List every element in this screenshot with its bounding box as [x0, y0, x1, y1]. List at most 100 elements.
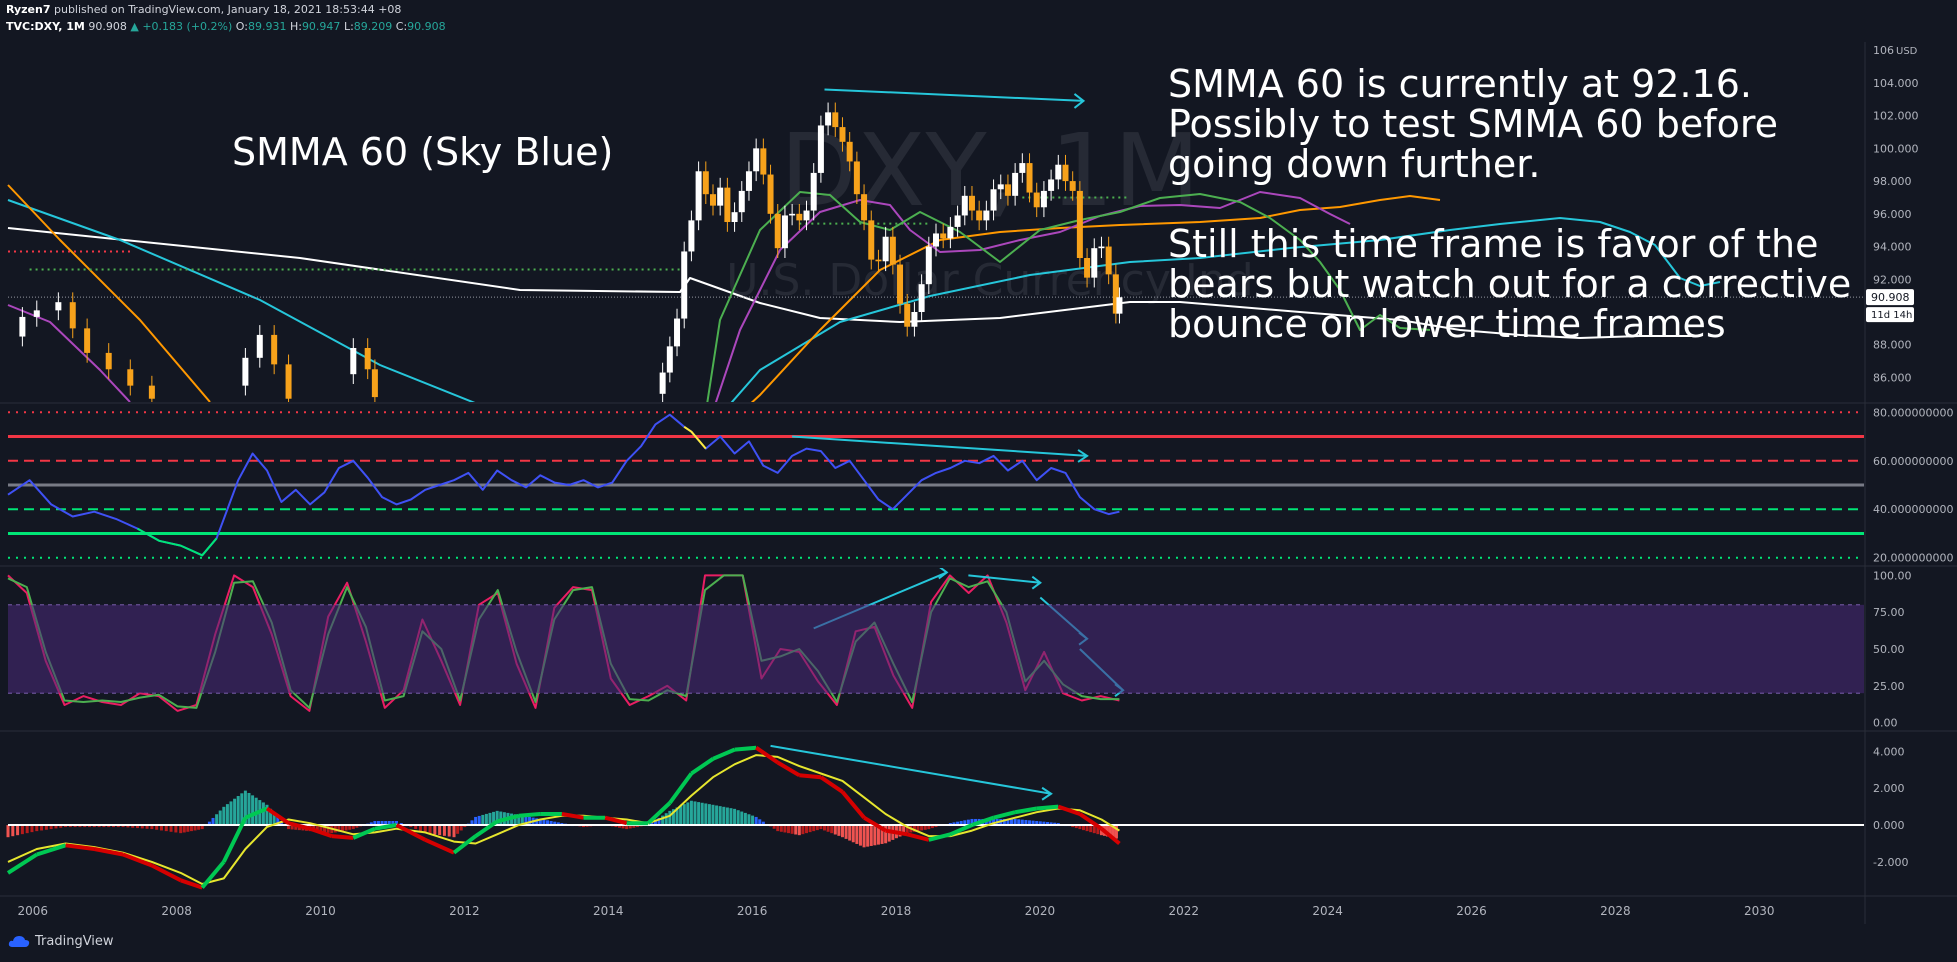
cloud-icon [8, 936, 30, 947]
stoch-trendline [968, 574, 1041, 584]
macd-histogram-bar [83, 825, 87, 828]
stoch-tick-label: 100.00 [1873, 569, 1912, 582]
macd-histogram-bar [131, 825, 135, 828]
macd-line-segment [993, 810, 1016, 820]
publish-info: Ryzen7 published on TradingView.com, Jan… [6, 3, 401, 16]
macd-histogram-bar [1105, 825, 1109, 837]
macd-histogram-bar [197, 825, 201, 830]
macd-histogram-bar [992, 818, 996, 826]
macd-histogram-bar [902, 825, 906, 835]
macd-histogram-bar [240, 793, 244, 826]
open-label: O: [235, 20, 248, 33]
macd-histogram-bar [236, 796, 240, 826]
macd-histogram-bar [963, 820, 967, 826]
change-value: +0.183 (+0.2%) [142, 20, 233, 33]
macd-histogram-bar [887, 825, 891, 842]
macd-histogram-bar [898, 825, 902, 837]
candle-body [911, 312, 918, 327]
candle-body [789, 213, 796, 216]
macd-histogram-bar [869, 825, 873, 846]
candle-body [695, 171, 702, 221]
macd-histogram-bar [225, 804, 229, 826]
time-tick-label: 2022 [1169, 904, 1200, 918]
candle-body [803, 210, 810, 221]
macd-histogram-bar [477, 815, 481, 826]
stoch-tick-label: 75.00 [1873, 606, 1905, 619]
macd-tick-label: 4.000 [1873, 745, 1905, 758]
macd-line-segment [65, 843, 95, 851]
candle-body [666, 346, 673, 373]
macd-histogram-bar [754, 816, 758, 826]
candle-body [918, 284, 925, 312]
candle-body [1091, 248, 1098, 278]
symbol-label[interactable]: TVC:DXY, 1M [6, 20, 85, 33]
macd-signal-line [7, 754, 1120, 885]
arrow-head-icon [938, 568, 949, 580]
macd-histogram-bar [1078, 825, 1082, 830]
candle-body [55, 302, 62, 311]
macd-histogram-bar [1092, 825, 1096, 834]
macd-histogram-bar [54, 825, 58, 829]
macd-histogram-bar [751, 815, 755, 826]
macd-histogram-bar [650, 822, 654, 826]
candle-body [1105, 246, 1112, 275]
macd-line-segment [374, 823, 397, 831]
macd-histogram-bar [517, 814, 521, 826]
macd-histogram-bar [876, 825, 880, 845]
candle-body [904, 303, 911, 327]
price-trendline [824, 88, 1084, 102]
macd-histogram-bar [528, 816, 532, 826]
macd-line-segment [840, 790, 866, 819]
candle-body [709, 194, 716, 206]
candle-body [1040, 190, 1047, 208]
macd-histogram-bar [207, 821, 211, 826]
macd-histogram-bar [1114, 825, 1118, 839]
macd-histogram-bar [193, 825, 197, 831]
macd-histogram-bar [826, 825, 830, 832]
stoch-tick-label: 0.00 [1873, 717, 1898, 730]
macd-histogram-bar [97, 825, 101, 828]
macd-histogram-bar [174, 825, 178, 833]
macd-line-segment [928, 832, 951, 842]
macd-histogram-bar [822, 825, 826, 831]
macd-histogram-bar [1020, 819, 1024, 826]
macd-histogram-bar [1049, 822, 1053, 826]
macd-line-segment [150, 863, 182, 883]
macd-histogram-bar [761, 821, 765, 826]
macd-line-segment [352, 826, 376, 840]
macd-histogram-bar [733, 808, 737, 826]
macd-histogram-bar [1035, 820, 1039, 826]
macd-line-segment [561, 812, 584, 820]
candle-body [69, 302, 76, 329]
macd-histogram-bar [538, 818, 542, 826]
macd-histogram-bar [1028, 820, 1032, 826]
macd-tick-label: -2.000 [1873, 856, 1908, 869]
macd-histogram-bar [1071, 825, 1075, 828]
tradingview-logo[interactable]: TradingView [8, 934, 114, 949]
time-tick-label: 2012 [449, 904, 480, 918]
macd-histogram-bar [215, 814, 219, 826]
rsi-tick-label: 60.000000000 [1873, 455, 1953, 468]
macd-histogram-bar [394, 820, 398, 826]
macd-histogram-bar [121, 825, 125, 828]
macd-histogram-bar [261, 802, 265, 826]
macd-line-segment [863, 815, 887, 833]
macd-histogram-bar [801, 825, 805, 835]
macd-histogram-bar [833, 825, 837, 835]
macd-histogram-bar [927, 825, 931, 830]
macd-histogram-bar [715, 805, 719, 826]
arrow-head-icon [1031, 575, 1042, 590]
time-tick-label: 2030 [1744, 904, 1775, 918]
macd-histogram-bar [776, 825, 780, 832]
macd-histogram-bar [844, 825, 848, 839]
candle-body [1062, 164, 1069, 182]
macd-histogram-bar [319, 825, 323, 833]
macd-histogram-bar [905, 825, 909, 834]
macd-histogram-bar [355, 825, 359, 828]
macd-histogram-bar [456, 825, 460, 834]
arrow-head-icon [1073, 93, 1086, 109]
macd-histogram-bar [11, 825, 15, 837]
last-price-badge [1866, 289, 1914, 306]
candle-body [817, 125, 824, 173]
